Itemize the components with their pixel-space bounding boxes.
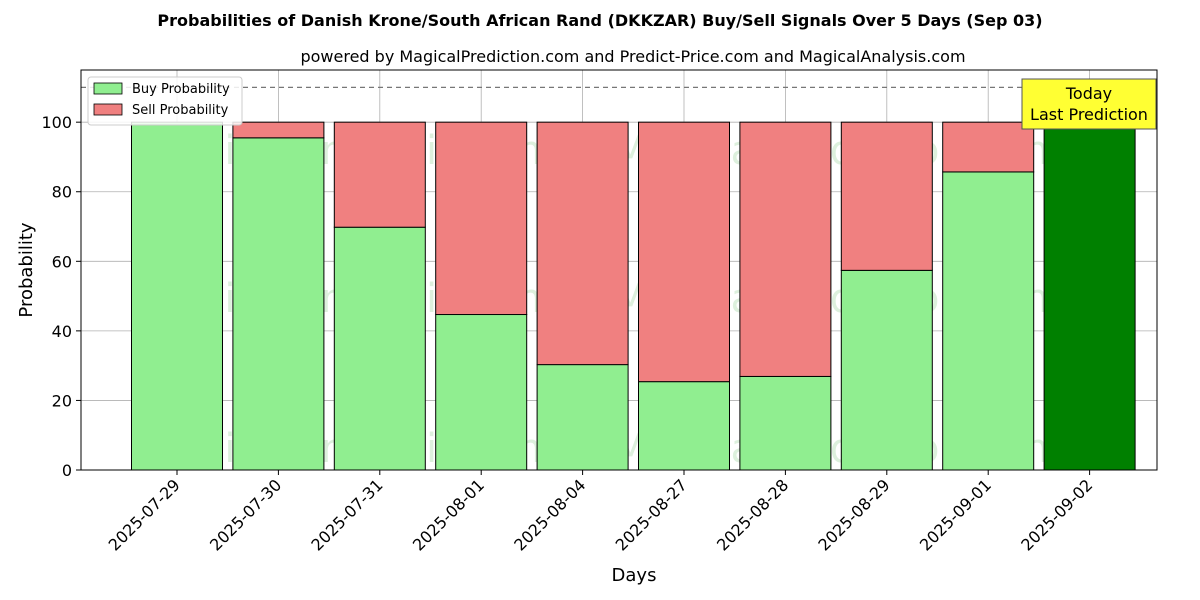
buy-bar [1043,121,1136,471]
buy-bar [232,137,325,471]
buy-bar [333,226,426,471]
legend-swatch-buy [93,82,123,95]
legend: Buy Probability Sell Probability [87,76,243,126]
legend-swatch-sell [93,103,123,116]
sell-bar [942,121,1035,173]
annotation-box [1021,78,1157,130]
buy-bar [638,381,730,471]
chart-title: Probabilities of Danish Krone/South Afri… [157,11,1042,30]
sell-bar [638,121,730,383]
buy-bar [536,364,629,471]
buy-bar [131,121,223,471]
x-tick-label: 2025-08-28 [713,475,792,554]
y-tick-label: 40 [52,322,72,341]
x-tick-label: 2025-08-01 [409,475,488,554]
today-annotation: Today Last Prediction [1021,78,1157,130]
plot-frame [80,69,1158,471]
x-tick-label: 2025-08-27 [612,475,691,554]
annotation-line-last-prediction: Last Prediction [1030,105,1148,124]
y-axis: 0 20 40 60 80 100 [41,113,81,480]
sell-bar [435,121,528,316]
y-tick-label: 60 [52,252,72,271]
y-tick-label: 20 [52,391,72,410]
x-tick-label: 2025-08-29 [814,475,893,554]
x-tick-label: 2025-07-29 [105,475,184,554]
chart-subtitle: powered by MagicalPrediction.com and Pre… [300,47,965,66]
sell-bar [333,121,426,228]
annotation-line-today: Today [1065,84,1112,103]
legend-label-sell: Sell Probability [132,103,229,118]
x-tick-label: 2025-09-02 [1017,475,1096,554]
x-tick-label: 2025-08-04 [510,475,589,554]
sell-bar [232,121,325,139]
y-tick-label: 80 [52,183,72,202]
x-tick-label: 2025-09-01 [916,475,995,554]
buy-bar [435,314,528,471]
buy-bar [942,171,1035,471]
legend-label-buy: Buy Probability [132,82,230,97]
buy-bar [840,269,933,471]
x-axis-title: Days [612,565,657,586]
buy-bar [739,375,832,471]
y-axis-title: Probability [16,222,37,317]
sell-bar [739,121,832,377]
x-axis: 2025-07-29 2025-07-30 2025-07-31 2025-08-01… [105,470,1096,555]
x-tick-label: 2025-07-31 [307,475,386,554]
bars [131,121,1136,471]
legend-box [87,76,243,126]
y-tick-label: 100 [41,113,72,132]
y-tick-label: 0 [62,461,72,480]
x-tick-label: 2025-07-30 [206,475,285,554]
sell-bar [536,121,629,366]
sell-bar [840,121,933,271]
